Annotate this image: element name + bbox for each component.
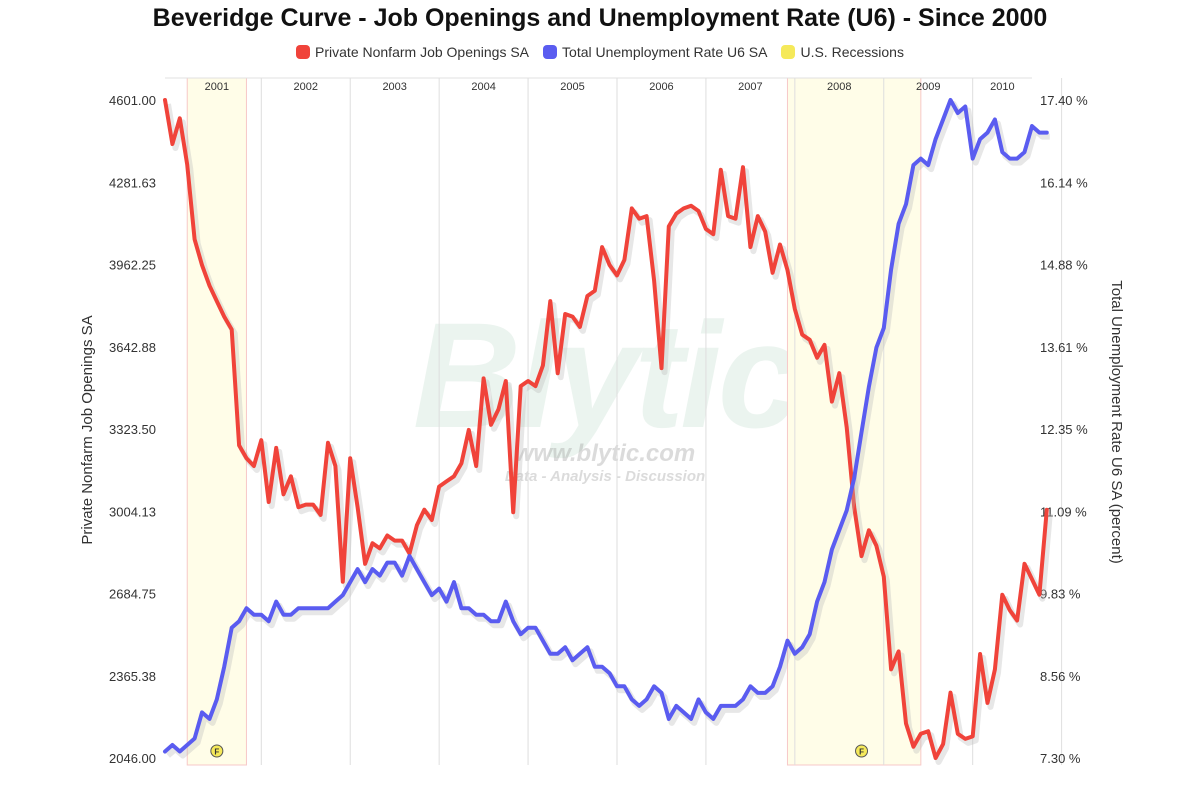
- right-tick-label: 11.09 %: [1040, 504, 1087, 519]
- left-tick-label: 2365.38: [109, 669, 156, 684]
- left-tick-label: 2684.75: [109, 587, 156, 602]
- event-marker-label: F: [214, 748, 219, 757]
- year-label-2003: 2003: [382, 81, 406, 93]
- recession-bands: [186, 77, 922, 766]
- left-tick-label: 4281.63: [109, 175, 156, 190]
- year-label-2007: 2007: [738, 81, 762, 93]
- year-label-2005: 2005: [560, 81, 584, 93]
- legend-swatch-red: [296, 45, 311, 59]
- legend-item-unemployment[interactable]: Total Unemployment Rate U6 SA: [543, 44, 767, 60]
- right-axis-ticks: 17.40 % 16.14 % 14.88 % 13.61 % 12.35 % 11.09…: [1040, 93, 1088, 766]
- left-tick-label: 3323.50: [109, 422, 156, 437]
- legend-swatch-yellow: [781, 45, 796, 59]
- year-labels: 2001 2002 2003 2004 2005 2006 2007 2008 2009 2010: [205, 81, 1015, 93]
- event-marker-1[interactable]: [855, 744, 869, 758]
- left-axis-ticks: 4601.00 4281.63 3962.25 3642.88 3323.50 3004.…: [109, 93, 156, 766]
- legend-swatch-blue: [543, 45, 558, 59]
- left-tick-label: 3962.25: [109, 258, 156, 273]
- event-marker-0[interactable]: [210, 744, 224, 758]
- year-label-2008: 2008: [827, 81, 851, 93]
- series-lines: [163, 98, 1053, 765]
- legend-item-recessions[interactable]: U.S. Recessions: [781, 44, 904, 60]
- legend-label: Private Nonfarm Job Openings SA: [315, 44, 530, 60]
- chart-title: Beveridge Curve - Job Openings and Unemp…: [152, 4, 1048, 32]
- year-label-2001: 2001: [205, 81, 229, 93]
- right-axis-label: Total Unemployment Rate U6 SA (percent): [1108, 280, 1125, 563]
- year-label-2010: 2010: [990, 81, 1014, 93]
- series-line-unemployment[interactable]: [163, 98, 1049, 754]
- series-line-job-openings[interactable]: [163, 98, 1049, 760]
- legend-item-job-openings[interactable]: Private Nonfarm Job Openings SA: [296, 44, 529, 60]
- right-tick-label: 14.88 %: [1040, 258, 1088, 273]
- year-label-2006: 2006: [649, 81, 673, 93]
- right-tick-label: 9.83 %: [1040, 587, 1081, 602]
- right-tick-label: 16.14 %: [1040, 175, 1088, 190]
- left-tick-label: 3004.13: [109, 504, 156, 519]
- year-label-2002: 2002: [294, 81, 318, 93]
- right-tick-label: 13.61 %: [1040, 340, 1088, 355]
- right-tick-label: 8.56 %: [1040, 669, 1081, 684]
- right-tick-label: 17.40 %: [1040, 93, 1088, 108]
- left-tick-label: 3642.88: [109, 340, 156, 355]
- left-axis-label: Private Nonfarm Job Openings SA: [79, 315, 96, 544]
- event-marker-label: F: [859, 748, 864, 757]
- grid-lines: [165, 77, 1063, 765]
- legend-label: U.S. Recessions: [800, 44, 904, 60]
- right-tick-label: 12.35 %: [1040, 422, 1088, 437]
- year-label-2004: 2004: [471, 81, 495, 93]
- legend-label: Total Unemployment Rate U6 SA: [562, 44, 768, 60]
- left-tick-label: 4601.00: [109, 93, 156, 108]
- year-label-2009: 2009: [916, 81, 940, 93]
- left-tick-label: 2046.00: [109, 751, 156, 766]
- legend: Private Nonfarm Job Openings SA Total Un…: [0, 44, 1200, 60]
- right-tick-label: 7.30 %: [1040, 751, 1081, 766]
